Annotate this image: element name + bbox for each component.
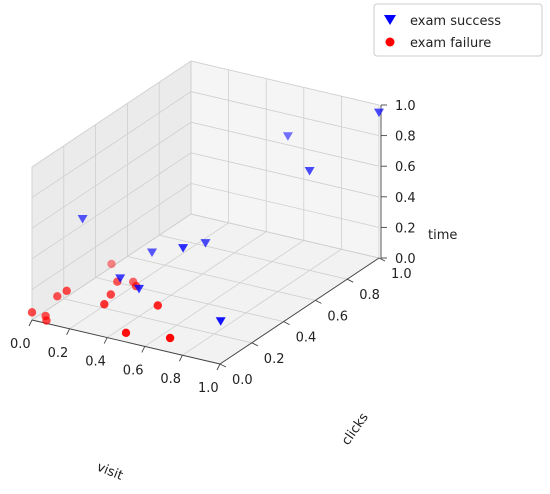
axis-panes	[30, 60, 381, 365]
legend-marker-success	[384, 15, 396, 25]
failure-point	[107, 259, 116, 269]
y-gridline	[190, 61, 380, 259]
failure-point	[165, 333, 175, 343]
legend-label: exam success	[410, 14, 501, 29]
y-tick	[251, 342, 259, 347]
y-tick-label: 0.0	[232, 373, 253, 388]
success-point	[200, 239, 211, 248]
y-gridline	[95, 124, 284, 322]
legend: exam success exam failure	[373, 3, 543, 57]
x-tick-label: 0.2	[48, 346, 69, 361]
tick-labels: 0.0 0.0 0.0 0.2 0.2 0.2 0.4 0.4 0.4 0.6 0.6 0.6 0.8 0…	[10, 99, 416, 396]
x-tick	[28, 319, 33, 327]
x-tick	[66, 328, 71, 336]
x-tick-label: 0.6	[123, 363, 144, 378]
x-tick	[141, 346, 146, 353]
x-tick	[178, 354, 183, 362]
failure-point	[106, 290, 116, 299]
z-gridline	[31, 60, 380, 168]
success-point	[77, 215, 88, 224]
x-tick-label: 1.0	[198, 381, 219, 396]
y-gridline	[127, 103, 316, 301]
y-tick	[283, 321, 290, 326]
legend-frame	[373, 3, 543, 57]
x-tick-label: 0.0	[10, 337, 31, 352]
failure-point	[121, 328, 131, 338]
legend-marker-failure	[385, 37, 395, 47]
data-points	[27, 108, 384, 343]
failure-point	[62, 286, 71, 296]
axis-lines	[31, 105, 382, 365]
y-gridline	[158, 82, 348, 280]
y-gridline	[63, 145, 252, 344]
failure-point	[153, 301, 162, 310]
success-point	[374, 108, 384, 118]
failure-point	[42, 316, 51, 325]
z-tick-label: 0.8	[395, 130, 416, 145]
x-tick-label: 0.8	[160, 372, 181, 387]
x-tick	[216, 363, 221, 371]
failure-point	[53, 292, 62, 301]
y-axis-line	[219, 257, 380, 365]
z-tick-label: 0.0	[395, 252, 416, 267]
success-point	[134, 284, 144, 294]
y-tick-label: 0.2	[264, 352, 285, 367]
x-tick-label: 0.4	[85, 355, 106, 370]
z-tick-label: 0.4	[395, 191, 416, 206]
z-tick-label: 0.2	[395, 221, 416, 236]
success-point	[282, 132, 293, 141]
x-axis-label: visit	[95, 460, 125, 484]
y-tick	[315, 299, 322, 304]
failure-point	[27, 308, 37, 317]
legend-label: exam failure	[410, 36, 491, 51]
y-tick	[378, 257, 386, 262]
x-axis-line	[31, 319, 221, 365]
y-tick	[219, 363, 227, 368]
z-tick-label: 0.6	[395, 160, 416, 175]
success-point	[115, 274, 126, 283]
z-axis-label: time	[428, 228, 457, 243]
success-point	[147, 248, 157, 258]
y-tick-label: 0.8	[359, 288, 380, 303]
x-tick	[103, 337, 108, 344]
failure-point	[100, 300, 109, 309]
y-tick-label: 0.6	[327, 309, 348, 324]
y-tick	[346, 278, 354, 283]
success-point	[215, 317, 226, 326]
z-tick-label: 1.0	[395, 99, 416, 114]
y-tick-label: 0.4	[296, 331, 317, 346]
y-tick-label: 1.0	[391, 267, 412, 282]
success-point	[304, 166, 315, 176]
success-point	[178, 244, 189, 253]
y-axis-label: clicks	[339, 410, 372, 448]
